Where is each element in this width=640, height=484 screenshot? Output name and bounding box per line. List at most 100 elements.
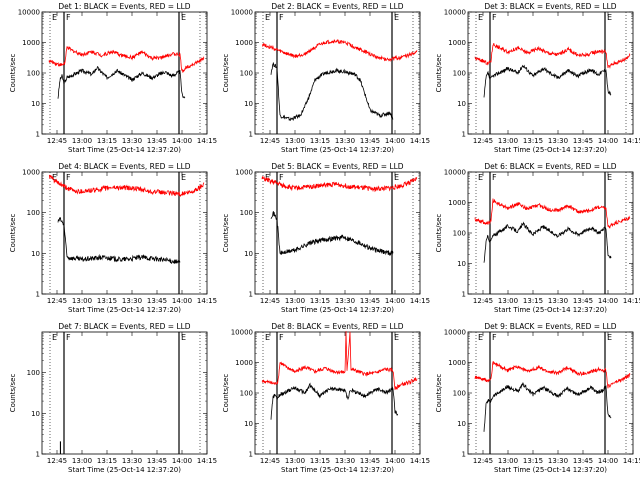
series-lld-line	[262, 40, 417, 61]
panel-title: Det 1: BLACK = Events, RED = LLD	[58, 2, 190, 11]
x-tick-label: 14:00	[385, 297, 405, 305]
y-tick-label: 10000	[444, 169, 466, 177]
x-tick-label: 13:30	[548, 137, 568, 145]
panel-title: Det 6: BLACK = Events, RED = LLD	[484, 162, 616, 171]
y-tick-label: 10000	[444, 329, 466, 337]
marker-label: F	[492, 13, 497, 22]
x-tick-label: 14:00	[385, 457, 405, 465]
x-tick-label: 13:45	[147, 137, 167, 145]
y-tick-label: 100	[240, 390, 253, 398]
panel-7: Det 7: BLACK = Events, RED = LLD110100Co…	[9, 322, 217, 474]
marker-label: E	[478, 333, 483, 342]
series-events-line	[271, 63, 393, 121]
panel-title: Det 8: BLACK = Events, RED = LLD	[271, 322, 403, 331]
marker-label: E	[181, 13, 186, 22]
marker-label: F	[492, 173, 497, 182]
x-tick-label: 13:00	[498, 137, 518, 145]
x-tick-label: 14:00	[598, 137, 618, 145]
y-tick-label: 100	[240, 70, 253, 78]
plot-frame	[42, 172, 207, 294]
y-tick-label: 100	[27, 70, 40, 78]
marker-label: F	[492, 333, 497, 342]
x-axis-label: Start Time (25-Oct-14 12:37:20)	[494, 146, 607, 154]
y-tick-label: 1000	[22, 169, 40, 177]
y-tick-label: 100	[453, 230, 466, 238]
x-tick-label: 14:00	[598, 457, 618, 465]
x-tick-label: 14:15	[410, 137, 430, 145]
x-tick-label: 12:45	[473, 297, 493, 305]
panel-title: Det 5: BLACK = Events, RED = LLD	[271, 162, 403, 171]
x-tick-label: 12:45	[47, 457, 67, 465]
x-tick-label: 13:30	[335, 137, 355, 145]
x-tick-label: 14:00	[172, 297, 192, 305]
x-tick-label: 12:45	[47, 297, 67, 305]
x-tick-label: 14:00	[385, 137, 405, 145]
marker-label: E	[607, 173, 612, 182]
marker-label: E	[52, 333, 57, 342]
x-tick-label: 14:15	[410, 457, 430, 465]
x-tick-label: 13:00	[285, 457, 305, 465]
x-tick-label: 14:15	[623, 137, 640, 145]
series-events-line	[58, 67, 185, 99]
x-tick-label: 13:45	[360, 137, 380, 145]
y-axis-label: Counts/sec	[435, 54, 443, 93]
x-tick-label: 13:30	[335, 297, 355, 305]
series-events-line	[271, 211, 393, 255]
x-tick-label: 12:45	[47, 137, 67, 145]
plot-frame	[468, 172, 633, 294]
y-tick-label: 10	[244, 420, 253, 428]
marker-label: F	[66, 333, 71, 342]
y-tick-label: 100	[453, 70, 466, 78]
series-lld-line	[49, 47, 204, 73]
y-axis-label: Counts/sec	[222, 214, 230, 253]
marker-label: E	[265, 333, 270, 342]
x-axis-label: Start Time (25-Oct-14 12:37:20)	[68, 466, 181, 474]
y-tick-label: 1000	[235, 169, 253, 177]
x-tick-label: 13:15	[97, 297, 117, 305]
x-tick-label: 14:00	[172, 457, 192, 465]
series-lld-line	[475, 362, 630, 389]
x-tick-label: 12:45	[260, 137, 280, 145]
plot-frame	[468, 332, 633, 454]
plot-frame	[42, 12, 207, 134]
plot-frame	[255, 172, 420, 294]
marker-label: F	[66, 173, 71, 182]
x-tick-label: 14:15	[410, 297, 430, 305]
marker-label: F	[279, 13, 284, 22]
y-tick-label: 1	[36, 131, 40, 139]
x-tick-label: 14:15	[623, 297, 640, 305]
x-tick-label: 14:15	[197, 457, 217, 465]
y-axis-label: Counts/sec	[435, 214, 443, 253]
panel-title: Det 2: BLACK = Events, RED = LLD	[271, 2, 403, 11]
x-axis-label: Start Time (25-Oct-14 12:37:20)	[68, 146, 181, 154]
marker-label: E	[394, 333, 399, 342]
x-tick-label: 13:00	[498, 457, 518, 465]
y-axis-label: Counts/sec	[9, 54, 17, 93]
x-tick-label: 13:00	[72, 457, 92, 465]
y-axis-label: Counts/sec	[9, 374, 17, 413]
y-axis-label: Counts/sec	[9, 214, 17, 253]
y-tick-label: 1	[249, 291, 253, 299]
panel-title: Det 3: BLACK = Events, RED = LLD	[484, 2, 616, 11]
x-axis-label: Start Time (25-Oct-14 12:37:20)	[494, 466, 607, 474]
x-axis-label: Start Time (25-Oct-14 12:37:20)	[281, 466, 394, 474]
series-lld-line	[475, 199, 630, 228]
x-tick-label: 13:00	[498, 297, 518, 305]
x-tick-label: 13:45	[573, 457, 593, 465]
x-axis-label: Start Time (25-Oct-14 12:37:20)	[281, 306, 394, 314]
y-tick-label: 1000	[448, 199, 466, 207]
y-tick-label: 100	[27, 369, 40, 377]
y-tick-label: 1000	[448, 39, 466, 47]
panel-title: Det 7: BLACK = Events, RED = LLD	[58, 322, 190, 331]
marker-label: E	[478, 13, 483, 22]
panel-6: Det 6: BLACK = Events, RED = LLD11010010…	[435, 162, 640, 314]
x-tick-label: 13:30	[122, 297, 142, 305]
panel-title: Det 9: BLACK = Events, RED = LLD	[484, 322, 616, 331]
y-tick-label: 10	[31, 250, 40, 258]
marker-label: E	[265, 13, 270, 22]
marker-label: E	[181, 173, 186, 182]
x-tick-label: 14:15	[197, 297, 217, 305]
marker-label: F	[279, 173, 284, 182]
